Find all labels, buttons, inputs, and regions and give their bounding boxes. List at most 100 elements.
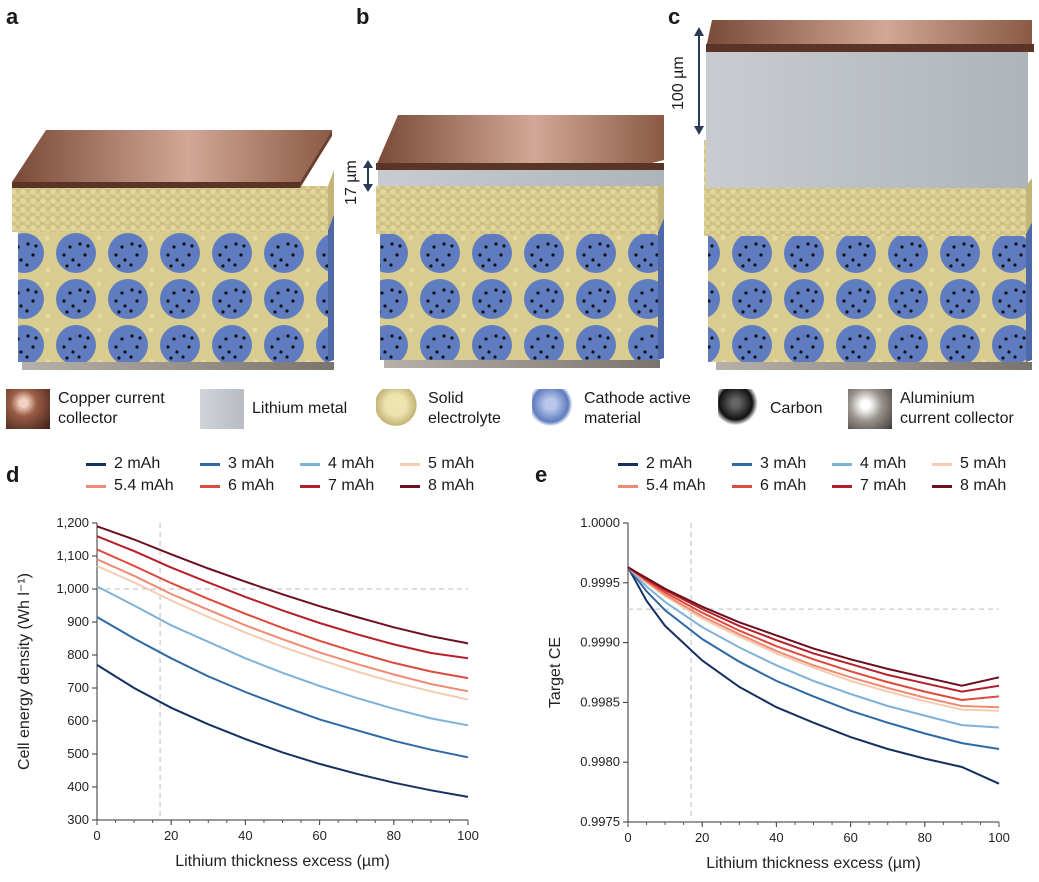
legend-entry: 5.4 mAh xyxy=(618,477,706,495)
legend-line xyxy=(932,462,952,466)
series-line-4-mAh xyxy=(96,585,469,727)
y-tick-label: 0.9990 xyxy=(580,635,620,650)
x-tick-label: 80 xyxy=(918,830,932,845)
legend-line xyxy=(300,462,320,466)
cathode-swatch-icon xyxy=(532,389,576,429)
stack-a xyxy=(12,130,334,370)
series-line-7-mAh xyxy=(627,566,1000,693)
x-tick-label: 100 xyxy=(457,828,479,843)
x-tick-label: 60 xyxy=(312,828,326,843)
panel-letter-b: b xyxy=(356,4,370,29)
legend-entry: 5.4 mAh xyxy=(86,477,174,495)
x-tick-label: 40 xyxy=(769,830,783,845)
series-line-8-mAh xyxy=(96,525,469,645)
chart-energy-density: 2 mAh 3 mAh 4 mAh 5 mAh 5.4 mAh 6 mAh 7 … xyxy=(0,445,520,882)
y-tick-label: 1,100 xyxy=(56,548,89,563)
x-axis-title: Lithium thickness excess (µm) xyxy=(706,855,921,872)
legend-entry: 7 mAh xyxy=(300,477,374,495)
panel-letter-e: e xyxy=(535,462,548,487)
legend-entry: 3 mAh xyxy=(200,455,274,473)
legend-item-carbon: Carbon xyxy=(718,389,822,429)
legend-line xyxy=(732,484,752,488)
y-tick-label: 0.9995 xyxy=(580,575,620,590)
legend-line xyxy=(400,484,420,488)
series-legend-e: 2 mAh 3 mAh 4 mAh 5 mAh 5.4 mAh 6 mAh 7 … xyxy=(520,445,1039,515)
legend-entry: 8 mAh xyxy=(400,477,474,495)
y-tick-label: 1.0000 xyxy=(580,515,620,530)
y-tick-label: 0.9980 xyxy=(580,754,620,769)
series-line-2-mAh xyxy=(627,566,1000,785)
dimension-label-100um: 100 µm xyxy=(670,56,687,110)
legend-entry: 7 mAh xyxy=(832,477,906,495)
x-tick-label: 0 xyxy=(624,830,631,845)
panel-letter-c: c xyxy=(668,4,681,29)
legend-line xyxy=(618,484,638,488)
legend-line xyxy=(400,462,420,466)
legend-entry: 5 mAh xyxy=(400,455,474,473)
legend-line xyxy=(618,462,638,466)
legend-item-aluminium: Aluminium current collector xyxy=(848,389,1014,429)
y-tick-label: 400 xyxy=(67,779,89,794)
y-tick-label: 700 xyxy=(67,680,89,695)
electrolyte-swatch-icon xyxy=(376,389,420,429)
legend-item-copper: Copper current collector xyxy=(6,389,165,429)
legend-entry: 3 mAh xyxy=(732,455,806,473)
series-line-4-mAh xyxy=(627,566,1000,729)
y-tick-label: 1,000 xyxy=(56,581,89,596)
aluminium-swatch-icon xyxy=(848,389,892,429)
series-line-6-mAh xyxy=(627,566,1000,702)
stack-c xyxy=(704,20,1034,370)
series-line-5-4-mAh xyxy=(96,558,469,693)
legend-line xyxy=(832,462,852,466)
x-tick-label: 40 xyxy=(238,828,252,843)
lithium-swatch-icon xyxy=(200,389,244,429)
carbon-swatch-icon xyxy=(718,389,762,429)
legend-line xyxy=(932,484,952,488)
series-line-5-mAh xyxy=(627,566,1000,712)
legend-item-electrolyte: Solid electrolyte xyxy=(376,389,501,429)
legend-line xyxy=(86,484,106,488)
x-tick-label: 20 xyxy=(695,830,709,845)
legend-line xyxy=(200,484,220,488)
y-tick-label: 900 xyxy=(67,614,89,629)
panel-letter-a: a xyxy=(6,4,19,29)
series-line-7-mAh xyxy=(96,535,469,660)
legend-entry: 2 mAh xyxy=(618,455,692,473)
y-tick-label: 600 xyxy=(67,713,89,728)
y-axis-title: Cell energy density (Wh l⁻¹) xyxy=(16,573,33,770)
y-tick-label: 0.9985 xyxy=(580,694,620,709)
series-line-3-mAh xyxy=(96,616,469,759)
legend-entry: 5 mAh xyxy=(932,455,1006,473)
stack-b xyxy=(376,115,664,368)
legend-line xyxy=(732,462,752,466)
chart-d-plot: 0 20 40 60 80 100 300 400 500 600 700 800 900 1,000 1,… xyxy=(16,515,479,870)
legend-line xyxy=(86,462,106,466)
dimension-label-17um: 17 µm xyxy=(343,160,360,205)
legend-entry: 4 mAh xyxy=(832,455,906,473)
x-tick-label: 0 xyxy=(93,828,100,843)
y-axis-title: Target CE xyxy=(547,637,564,708)
x-tick-label: 20 xyxy=(164,828,178,843)
x-axis-title: Lithium thickness excess (µm) xyxy=(175,853,390,870)
legend-entry: 6 mAh xyxy=(200,477,274,495)
chart-e-plot: 0 20 40 60 80 100 0.9975 0.9980 0.9985 0.9990 0.99… xyxy=(547,515,1010,872)
y-tick-label: 500 xyxy=(67,746,89,761)
series-line-6-mAh xyxy=(96,548,469,680)
chart-target-ce: 2 mAh 3 mAh 4 mAh 5 mAh 5.4 mAh 6 mAh 7 … xyxy=(520,445,1039,882)
series-line-5-4-mAh xyxy=(627,566,1000,709)
series-line-5-mAh xyxy=(96,564,469,701)
y-tick-label: 1,200 xyxy=(56,515,89,530)
legend-line xyxy=(832,484,852,488)
legend-item-lithium: Lithium metal xyxy=(200,389,347,429)
materials-legend: Copper current collector Lithium metal S… xyxy=(0,385,1039,435)
series-line-8-mAh xyxy=(627,566,1000,687)
series-line-2-mAh xyxy=(96,664,469,798)
series-legend-d: 2 mAh 3 mAh 4 mAh 5 mAh 5.4 mAh 6 mAh 7 … xyxy=(0,445,520,515)
battery-stack-illustrations xyxy=(12,20,1034,370)
legend-entry: 6 mAh xyxy=(732,477,806,495)
x-tick-label: 100 xyxy=(988,830,1010,845)
legend-entry: 4 mAh xyxy=(300,455,374,473)
series-line-3-mAh xyxy=(627,566,1000,750)
panel-letter-d: d xyxy=(6,462,20,487)
y-tick-label: 800 xyxy=(67,647,89,662)
